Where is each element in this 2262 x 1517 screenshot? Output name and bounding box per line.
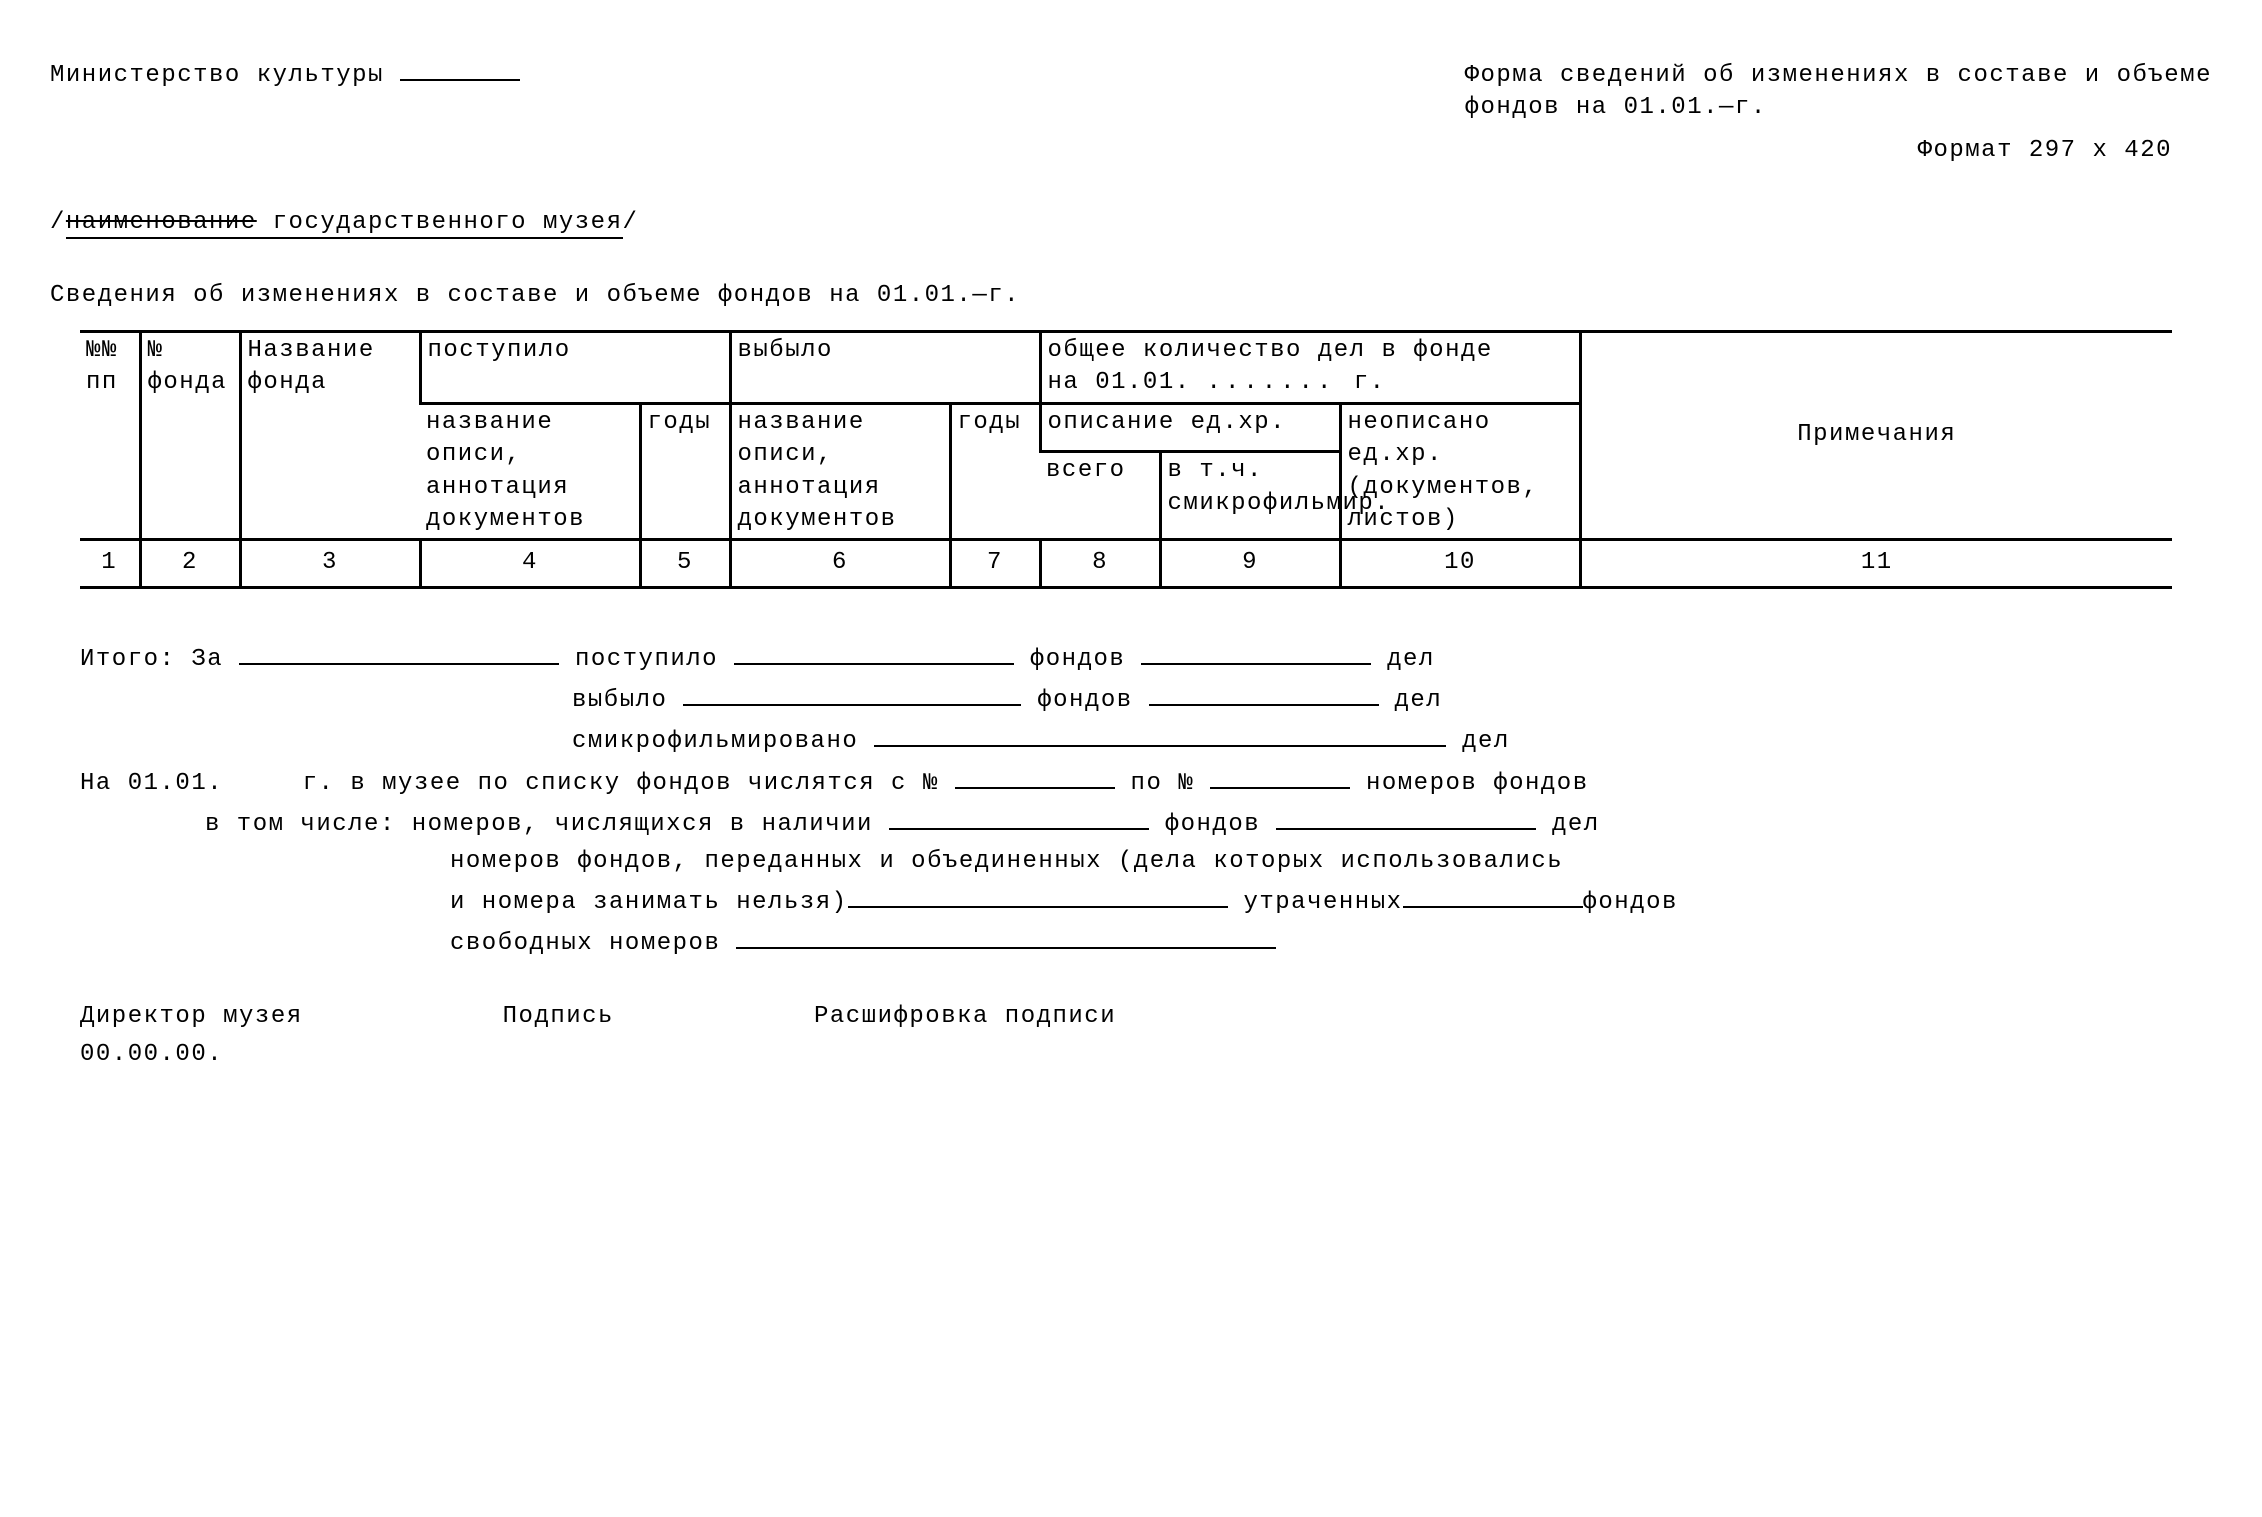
col-5-header: годы [640, 403, 730, 540]
s6a: номеров фондов, переданных и объединенны… [450, 848, 1563, 875]
c8-top-1: общее количество дел в фонде [1048, 337, 1493, 364]
s1u1 [239, 639, 559, 665]
s1b: поступило [575, 646, 718, 673]
s4a: На 01.01. [80, 770, 223, 797]
s5b: номеров, числящихся в наличии [412, 811, 873, 838]
format-label: Формат 297 x 420 [1465, 135, 2212, 167]
summary-block: Итого: За поступило фондов дел выбыло фо… [80, 639, 2212, 961]
s5a: в том числе: [205, 811, 396, 838]
s6b: и номера занимать нельзя) [450, 889, 848, 916]
table-wrapper: №№ пп № фонда Название фонда поступило в… [80, 330, 2172, 589]
s1d: дел [1387, 646, 1435, 673]
sig-sign: Подпись [503, 1001, 614, 1033]
summary-line-1: Итого: За поступило фондов дел [80, 639, 2212, 676]
s2b: фондов [1037, 687, 1132, 714]
s6u1 [848, 882, 1228, 908]
header-block: Министерство культуры Форма сведений об … [50, 60, 2212, 167]
sig-director: Директор музея [80, 1001, 303, 1033]
s4b: г. в музее по списку фондов числятся с № [303, 770, 939, 797]
form-title-line1: Форма сведений об изменениях в составе и… [1465, 62, 2212, 89]
num-2: 2 [140, 540, 240, 587]
s6u2 [1403, 882, 1583, 908]
c8-top-2b: г. [1354, 369, 1386, 396]
summary-line-5: в том числе: номеров, числящихся в налич… [80, 804, 2212, 841]
s2c: дел [1394, 687, 1442, 714]
form-title-line2: фондов на 01.01.—г. [1465, 94, 1767, 121]
s6c: утраченных [1243, 889, 1402, 916]
s5u1 [889, 804, 1149, 830]
ministry: Министерство культуры [50, 60, 520, 92]
s2a: выбыло [572, 687, 667, 714]
sig-decipher: Расшифровка подписи [814, 1001, 1116, 1033]
c8-dots: ....... [1207, 369, 1354, 396]
summary-line-7: свободных номеров [80, 923, 2212, 960]
summary-line-3: смикрофильмировано дел [80, 721, 2212, 758]
col-8-top: общее количество дел в фонде на 01.01. .… [1040, 331, 1580, 403]
s4d: номеров фондов [1366, 770, 1589, 797]
s6d: фондов [1583, 889, 1678, 916]
s3u1 [874, 721, 1446, 747]
right-header: Форма сведений об изменениях в составе и… [1465, 60, 2212, 167]
num-1: 1 [80, 540, 140, 587]
col-7-header: годы [950, 403, 1040, 540]
s5c: фондов [1165, 811, 1260, 838]
s7u1 [736, 923, 1276, 949]
summary-line-2: выбыло фондов дел [80, 680, 2212, 717]
summary-line-4: На 01.01. г. в музее по списку фондов чи… [80, 763, 2212, 800]
header-row-1: №№ пп № фонда Название фонда поступило в… [80, 331, 2172, 403]
funds-table: №№ пп № фонда Название фонда поступило в… [80, 330, 2172, 589]
s1u2 [734, 639, 1014, 665]
summary-line-6a: номеров фондов, переданных и объединенны… [80, 846, 2212, 878]
summary-line-6b: и номера занимать нельзя) утраченных фонд… [80, 882, 2212, 919]
s7a: свободных номеров [450, 930, 720, 957]
col-1-header: №№ пп [80, 331, 140, 539]
s4c: по № [1131, 770, 1195, 797]
num-6: 6 [730, 540, 950, 587]
sig-date: 00.00.00. [80, 1039, 2212, 1071]
num-11: 11 [1580, 540, 2172, 587]
num-5: 5 [640, 540, 730, 587]
s3b: дел [1462, 728, 1510, 755]
signature-block: Директор музея Подпись Расшифровка подпи… [80, 1001, 2212, 1033]
s2u1 [683, 680, 1021, 706]
s1u3 [1141, 639, 1371, 665]
num-9: 9 [1160, 540, 1340, 587]
col-10-header: неописано ед.хр.(документов, листов) [1340, 403, 1580, 540]
ministry-blank [400, 79, 520, 81]
col-6-top: выбыло [730, 331, 1040, 403]
col-8-header: всего [1040, 452, 1160, 540]
col-4a-header: название описи, аннотация документов [420, 403, 640, 540]
s4u1 [955, 763, 1115, 789]
col-2-header: № фонда [140, 331, 240, 539]
col-3-header: Название фонда [240, 331, 420, 539]
ministry-label: Министерство культуры [50, 62, 384, 89]
s1a: Итого: За [80, 646, 223, 673]
s4u2 [1210, 763, 1350, 789]
museum-name-strike: наименование [66, 209, 257, 236]
col-4-top: поступило [420, 331, 730, 403]
num-7: 7 [950, 540, 1040, 587]
num-10: 10 [1340, 540, 1580, 587]
s3a: смикрофильмировано [572, 728, 858, 755]
s5u2 [1276, 804, 1536, 830]
col-6a-header: название описи, аннотация документов [730, 403, 950, 540]
col-8-sub: описание ед.хр. [1040, 403, 1340, 451]
info-title: Сведения об изменениях в составе и объем… [50, 280, 2212, 312]
num-4: 4 [420, 540, 640, 587]
col-11-header: Примечания [1580, 331, 2172, 539]
c8-top-2a: на 01.01. [1048, 369, 1191, 396]
form-title: Форма сведений об изменениях в составе и… [1465, 60, 2212, 125]
s1c: фондов [1030, 646, 1125, 673]
s5d: дел [1552, 811, 1600, 838]
col-9-header: в т.ч. смикрофильмир. [1160, 452, 1340, 540]
s2u2 [1149, 680, 1379, 706]
number-row: 1 2 3 4 5 6 7 8 9 10 11 [80, 540, 2172, 587]
num-3: 3 [240, 540, 420, 587]
num-8: 8 [1040, 540, 1160, 587]
museum-name-line: /наименование государственного музея/ [50, 207, 2212, 239]
